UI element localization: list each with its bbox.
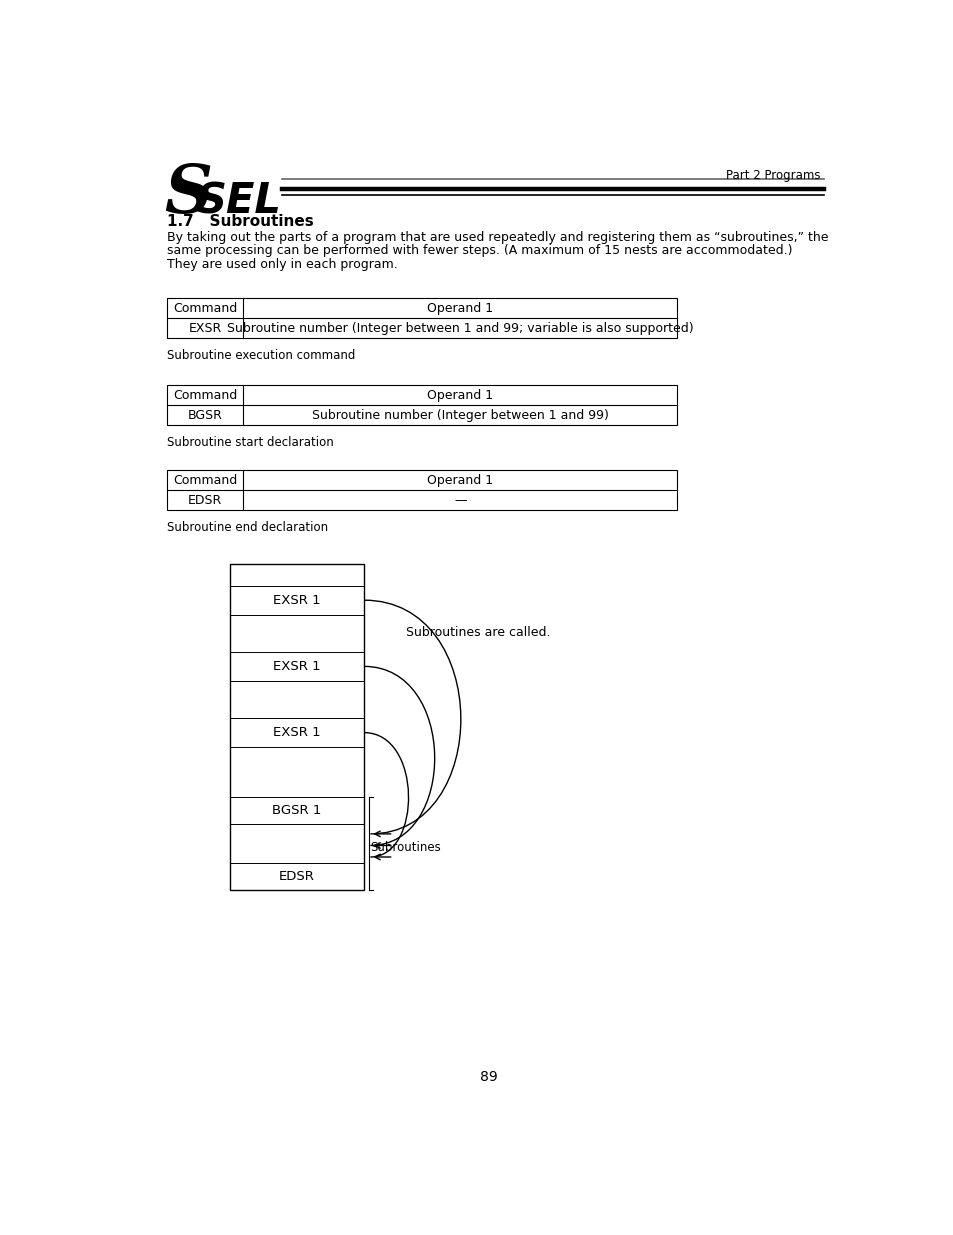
Text: S: S: [164, 162, 213, 227]
Text: EDSR: EDSR: [279, 869, 314, 883]
Bar: [167, 385, 677, 425]
Bar: [167, 471, 677, 510]
Text: Command: Command: [172, 389, 237, 401]
Text: By taking out the parts of a program that are used repeatedly and registering th: By taking out the parts of a program tha…: [167, 231, 828, 245]
Text: EDSR: EDSR: [188, 494, 222, 506]
Text: Operand 1: Operand 1: [427, 301, 493, 315]
Text: They are used only in each program.: They are used only in each program.: [167, 258, 397, 270]
Text: Subroutine number (Integer between 1 and 99; variable is also supported): Subroutine number (Integer between 1 and…: [227, 322, 693, 335]
Text: Operand 1: Operand 1: [427, 473, 493, 487]
Bar: [167, 299, 677, 338]
Text: EXSR 1: EXSR 1: [273, 726, 320, 739]
Text: 1.7   Subroutines: 1.7 Subroutines: [167, 214, 314, 228]
Text: Subroutines are called.: Subroutines are called.: [406, 626, 550, 638]
Text: Command: Command: [172, 473, 237, 487]
Text: BGSR 1: BGSR 1: [273, 804, 321, 818]
Text: Subroutine start declaration: Subroutine start declaration: [167, 436, 334, 450]
Text: Command: Command: [172, 301, 237, 315]
Text: 89: 89: [479, 1070, 497, 1084]
Text: EXSR 1: EXSR 1: [273, 659, 320, 673]
Text: BGSR: BGSR: [188, 409, 222, 422]
Text: Operand 1: Operand 1: [427, 389, 493, 401]
Bar: [230, 564, 364, 889]
Text: Subroutine number (Integer between 1 and 99): Subroutine number (Integer between 1 and…: [312, 409, 608, 422]
Text: —: —: [454, 494, 466, 506]
Text: SEL: SEL: [196, 180, 281, 222]
Text: Subroutine execution command: Subroutine execution command: [167, 350, 355, 362]
Text: EXSR: EXSR: [189, 322, 222, 335]
Text: EXSR 1: EXSR 1: [273, 594, 320, 606]
Text: same processing can be performed with fewer steps. (A maximum of 15 nests are ac: same processing can be performed with fe…: [167, 245, 792, 257]
Text: Subroutines: Subroutines: [370, 841, 440, 853]
Text: Part 2 Programs: Part 2 Programs: [725, 169, 820, 182]
Text: Subroutine end declaration: Subroutine end declaration: [167, 521, 328, 534]
